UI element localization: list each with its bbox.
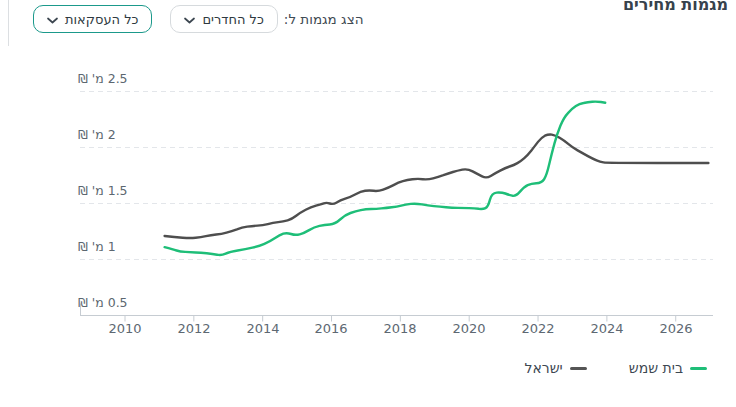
x-axis-label: 2024 — [585, 321, 629, 336]
x-axis-label: 2020 — [447, 321, 491, 336]
legend-label: ישראל — [524, 360, 562, 376]
beit-shemesh-line-swatch — [690, 367, 707, 370]
x-axis-label: 2022 — [516, 321, 560, 336]
x-axis-label: 2018 — [378, 321, 422, 336]
israel-line-swatch — [570, 367, 587, 370]
price-trends-widget: מגמות מחירים הצג מגמות ל: כל החדרים כל ה… — [0, 0, 736, 407]
legend-item-beit-shemesh[interactable]: בית שמש — [629, 360, 707, 376]
legend-label: בית שמש — [629, 360, 683, 376]
trend-chart: 2.5 מ' ₪ 2 מ' ₪ 1.5 מ' ₪ 1 מ' ₪ 0.5 מ' ₪… — [0, 0, 736, 407]
x-axis-label: 2010 — [103, 321, 147, 336]
x-axis-label: 2026 — [654, 321, 698, 336]
chart-plot-area[interactable] — [80, 60, 713, 316]
legend-item-israel[interactable]: ישראל — [524, 360, 586, 376]
x-axis-label: 2014 — [241, 321, 285, 336]
x-axis-label: 2012 — [172, 321, 216, 336]
legend: בית שמש ישראל — [524, 357, 707, 379]
x-axis-label: 2016 — [309, 321, 353, 336]
